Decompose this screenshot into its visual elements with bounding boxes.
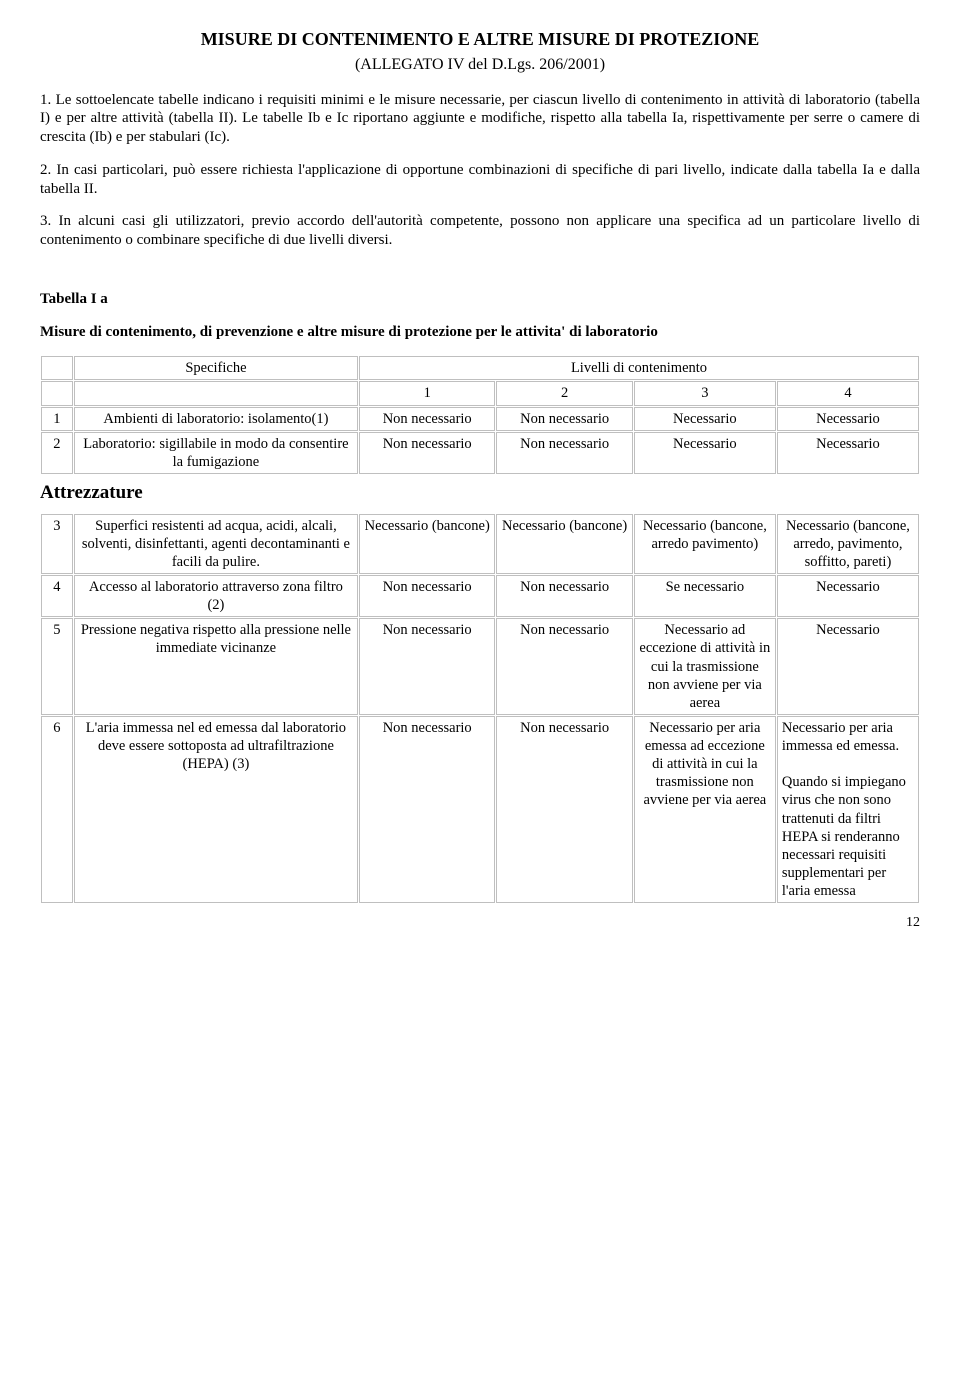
paragraph-1: 1. Le sottoelencate tabelle indicano i r… bbox=[40, 91, 920, 147]
cell: Non necessario bbox=[359, 618, 495, 715]
row-spec: Laboratorio: sigillabile in modo da cons… bbox=[74, 432, 358, 474]
table-row: 2 Laboratorio: sigillabile in modo da co… bbox=[41, 432, 919, 474]
cell: Necessario (bancone) bbox=[496, 514, 632, 574]
paragraph-3: 3. In alcuni casi gli utilizzatori, prev… bbox=[40, 212, 920, 250]
row-num: 4 bbox=[41, 575, 73, 617]
header-row-2: 1 2 3 4 bbox=[41, 381, 919, 405]
cell: Non necessario bbox=[496, 618, 632, 715]
cell-text-a: Necessario per aria immessa ed emessa. bbox=[782, 720, 899, 754]
table-row: 5 Pressione negativa rispetto alla press… bbox=[41, 618, 919, 715]
header-livelli: Livelli di contenimento bbox=[359, 356, 919, 380]
table-row: 3 Superfici resistenti ad acqua, acidi, … bbox=[41, 514, 919, 574]
cell: Non necessario bbox=[359, 575, 495, 617]
header-row-1: Specifiche Livelli di contenimento bbox=[41, 356, 919, 380]
cell: Necessario bbox=[777, 407, 919, 431]
row-num: 6 bbox=[41, 716, 73, 903]
row-num: 2 bbox=[41, 432, 73, 474]
cell: Non necessario bbox=[359, 716, 495, 903]
row-spec: L'aria immessa nel ed emessa dal laborat… bbox=[74, 716, 358, 903]
table-row: 6 L'aria immessa nel ed emessa dal labor… bbox=[41, 716, 919, 903]
cell: Non necessario bbox=[496, 716, 632, 903]
cell: Non necessario bbox=[359, 432, 495, 474]
table-1a-bottom: 3 Superfici resistenti ad acqua, acidi, … bbox=[40, 513, 920, 905]
header-specifiche: Specifiche bbox=[74, 356, 358, 380]
page-number: 12 bbox=[40, 914, 920, 932]
table-row: 4 Accesso al laboratorio attraverso zona… bbox=[41, 575, 919, 617]
cell: Non necessario bbox=[359, 407, 495, 431]
table-1a-top: Specifiche Livelli di contenimento 1 2 3… bbox=[40, 355, 920, 475]
cell: Non necessario bbox=[496, 432, 632, 474]
blank-cell bbox=[41, 381, 73, 405]
cell: Se necessario bbox=[634, 575, 776, 617]
table-label: Tabella I a bbox=[40, 290, 920, 309]
cell: Necessario bbox=[777, 618, 919, 715]
cell: Necessario (bancone, arredo pavimento) bbox=[634, 514, 776, 574]
row-spec: Superfici resistenti ad acqua, acidi, al… bbox=[74, 514, 358, 574]
row-num: 5 bbox=[41, 618, 73, 715]
cell: Necessario per aria emessa ad eccezione … bbox=[634, 716, 776, 903]
page-subtitle: (ALLEGATO IV del D.Lgs. 206/2001) bbox=[40, 55, 920, 75]
cell: Necessario (bancone, arredo, pavimento, … bbox=[777, 514, 919, 574]
header-col-1: 1 bbox=[359, 381, 495, 405]
table-sublabel: Misure di contenimento, di prevenzione e… bbox=[40, 323, 920, 342]
cell: Necessario bbox=[777, 575, 919, 617]
cell: Non necessario bbox=[496, 407, 632, 431]
cell-text-b: Quando si impiegano virus che non sono t… bbox=[782, 774, 906, 899]
row-spec: Accesso al laboratorio attraverso zona f… bbox=[74, 575, 358, 617]
cell: Necessario bbox=[634, 407, 776, 431]
cell: Necessario per aria immessa ed emessa. Q… bbox=[777, 716, 919, 903]
cell: Necessario ad eccezione di attività in c… bbox=[634, 618, 776, 715]
row-spec: Pressione negativa rispetto alla pressio… bbox=[74, 618, 358, 715]
page-title: MISURE DI CONTENIMENTO E ALTRE MISURE DI… bbox=[40, 28, 920, 51]
paragraph-2: 2. In casi particolari, può essere richi… bbox=[40, 161, 920, 199]
cell: Necessario bbox=[634, 432, 776, 474]
attrezzature-heading: Attrezzature bbox=[40, 481, 920, 505]
header-col-3: 3 bbox=[634, 381, 776, 405]
cell: Necessario bbox=[777, 432, 919, 474]
row-spec: Ambienti di laboratorio: isolamento(1) bbox=[74, 407, 358, 431]
cell: Non necessario bbox=[496, 575, 632, 617]
header-col-4: 4 bbox=[777, 381, 919, 405]
cell: Necessario (bancone) bbox=[359, 514, 495, 574]
row-num: 1 bbox=[41, 407, 73, 431]
header-col-2: 2 bbox=[496, 381, 632, 405]
blank-cell bbox=[74, 381, 358, 405]
blank-cell bbox=[41, 356, 73, 380]
row-num: 3 bbox=[41, 514, 73, 574]
table-row: 1 Ambienti di laboratorio: isolamento(1)… bbox=[41, 407, 919, 431]
